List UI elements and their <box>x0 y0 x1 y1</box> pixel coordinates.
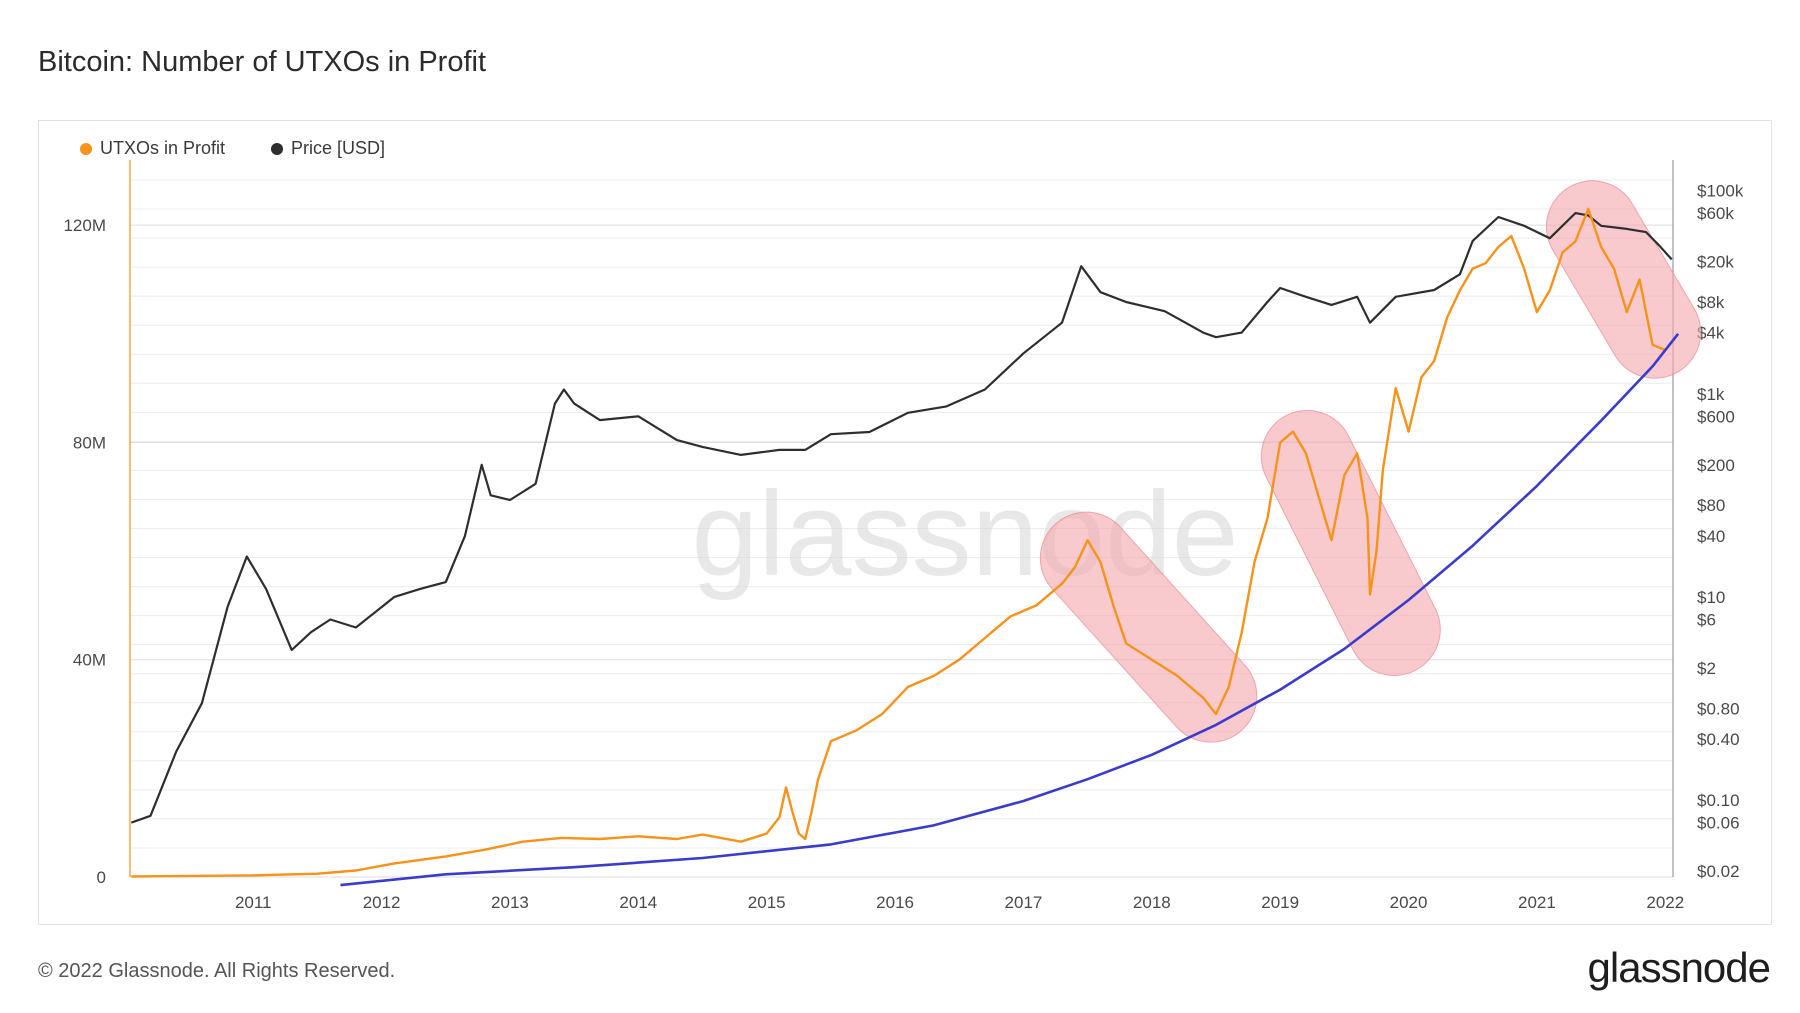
highlight-region <box>1545 180 1702 379</box>
y-right-tick-label: $0.10 <box>1697 791 1740 810</box>
legend-dot-icon <box>271 142 284 155</box>
page-title: Bitcoin: Number of UTXOs in Profit <box>38 46 487 78</box>
y-right-tick-label: $100k <box>1697 182 1744 201</box>
x-tick-label: 2018 <box>1133 893 1171 912</box>
y-right-tick-label: $40 <box>1697 527 1725 546</box>
x-tick-label: 2016 <box>876 893 914 912</box>
x-tick-label: 2022 <box>1646 893 1684 912</box>
y-right-tick-label: $8k <box>1697 293 1725 312</box>
y-right-tick-label: $80 <box>1697 496 1725 515</box>
x-tick-label: 2020 <box>1390 893 1428 912</box>
x-tick-label: 2013 <box>491 893 529 912</box>
y-right-tick-label: $200 <box>1697 456 1735 475</box>
y-right-tick-label: $2 <box>1697 659 1716 678</box>
x-tick-label: 2019 <box>1261 893 1299 912</box>
legend-item-utxo[interactable]: UTXOs in Profit <box>80 138 225 159</box>
legend-item-price[interactable]: Price [USD] <box>271 138 385 159</box>
chart-legend: UTXOs in Profit Price [USD] <box>80 138 385 159</box>
chart-frame <box>38 120 1772 925</box>
y-left-tick-label: 0 <box>97 868 106 887</box>
trend-curve <box>340 332 1680 887</box>
y-left-tick-label: 80M <box>73 433 106 452</box>
x-tick-label: 2015 <box>748 893 786 912</box>
x-tick-label: 2012 <box>363 893 401 912</box>
legend-dot-icon <box>80 142 92 155</box>
y-right-tick-label: $0.06 <box>1697 814 1740 833</box>
x-tick-label: 2021 <box>1518 893 1556 912</box>
brand-logo: glassnode <box>1587 944 1771 991</box>
y-right-tick-label: $0.80 <box>1697 699 1740 718</box>
y-right-tick-label: $20k <box>1697 253 1734 272</box>
highlight-region <box>1039 511 1258 743</box>
highlight-region <box>1260 409 1441 676</box>
y-right-tick-label: $10 <box>1697 588 1725 607</box>
y-right-tick-label: $6 <box>1697 610 1716 629</box>
y-right-tick-label: $0.02 <box>1697 862 1740 881</box>
footer-copyright: © 2022 Glassnode. All Rights Reserved. <box>38 960 396 982</box>
y-left-tick-label: 40M <box>73 651 106 670</box>
y-right-tick-label: $4k <box>1697 324 1725 343</box>
x-tick-label: 2014 <box>619 893 657 912</box>
legend-label-utxo: UTXOs in Profit <box>100 138 226 158</box>
utxo-line <box>131 207 1666 878</box>
legend-label-price: Price [USD] <box>291 138 386 158</box>
y-left-tick-label: 120M <box>63 216 106 235</box>
y-right-tick-label: $1k <box>1697 385 1725 404</box>
y-right-tick-label: $60k <box>1697 204 1734 223</box>
y-right-tick-label: $600 <box>1697 407 1735 426</box>
x-tick-label: 2017 <box>1005 893 1043 912</box>
x-tick-label: 2011 <box>235 893 272 912</box>
y-right-tick-label: $0.40 <box>1697 730 1740 749</box>
price-line <box>130 212 1673 824</box>
